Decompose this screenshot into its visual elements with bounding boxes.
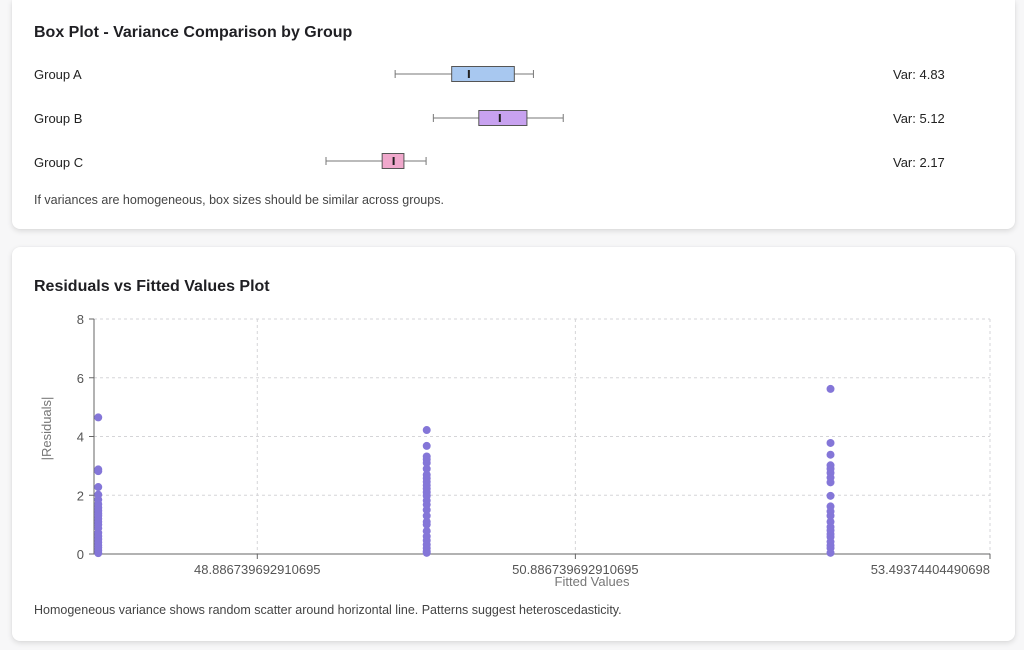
residuals-title: Residuals vs Fitted Values Plot: [34, 278, 270, 295]
group-a-variance: Var: 4.83: [893, 67, 945, 82]
group-b-label: Group B: [34, 111, 83, 126]
x-tick-label-1: 50.886739692910695: [512, 562, 639, 577]
residuals-note: Homogeneous variance shows random scatte…: [34, 603, 622, 617]
scatter-point: [422, 511, 431, 520]
box-plot-card: Box Plot - Variance Comparison by Group …: [12, 0, 1015, 229]
y-axis-label: |Residuals|: [39, 397, 54, 461]
x-tick-label-2: 53.49374404490698: [871, 562, 990, 577]
group-c-label: Group C: [34, 155, 84, 170]
scatter-point: [422, 426, 431, 435]
y-tick-label-2: 4: [77, 430, 84, 445]
x-axis-label: Fitted Values: [555, 574, 630, 589]
scatter-point: [422, 548, 431, 557]
scatter-point: [826, 384, 835, 393]
scatter-point: [94, 467, 103, 476]
scatter-point: [422, 520, 431, 529]
scatter-point: [422, 464, 431, 473]
group-a-box: [451, 66, 515, 82]
residuals-card: Residuals vs Fitted Values Plot 0 2 4 6 8 48.…: [12, 247, 1015, 641]
y-tick-label-4: 8: [77, 312, 84, 327]
y-tick-label-0: 0: [77, 547, 84, 562]
scatter-point: [422, 441, 431, 450]
group-b-box: [478, 110, 528, 126]
y-tick-label-1: 2: [77, 488, 84, 503]
residuals-scatter-svg: 0 2 4 6 8 48.886739692910695 50.88673969291069…: [39, 312, 991, 589]
scatter-point: [826, 548, 835, 557]
scatter-point: [94, 413, 103, 422]
scatter-point: [826, 450, 835, 459]
y-tick-label-3: 6: [77, 371, 84, 386]
box-plot-title: Box Plot - Variance Comparison by Group: [34, 24, 353, 41]
scatter-point: [826, 491, 835, 500]
scatter-point: [94, 483, 103, 492]
group-c-variance: Var: 2.17: [893, 155, 945, 170]
scatter-point: [422, 505, 431, 514]
box-plot-svg: [325, 66, 564, 169]
scatter-point: [826, 438, 835, 447]
group-b-variance: Var: 5.12: [893, 111, 945, 126]
scatter-point: [94, 549, 103, 558]
scatter-point: [422, 458, 431, 467]
scatter-point: [826, 478, 835, 487]
x-tick-label-0: 48.886739692910695: [194, 562, 321, 577]
box-plot-note: If variances are homogeneous, box sizes …: [34, 193, 444, 207]
group-a-label: Group A: [34, 67, 82, 82]
scatter-point: [826, 511, 835, 520]
